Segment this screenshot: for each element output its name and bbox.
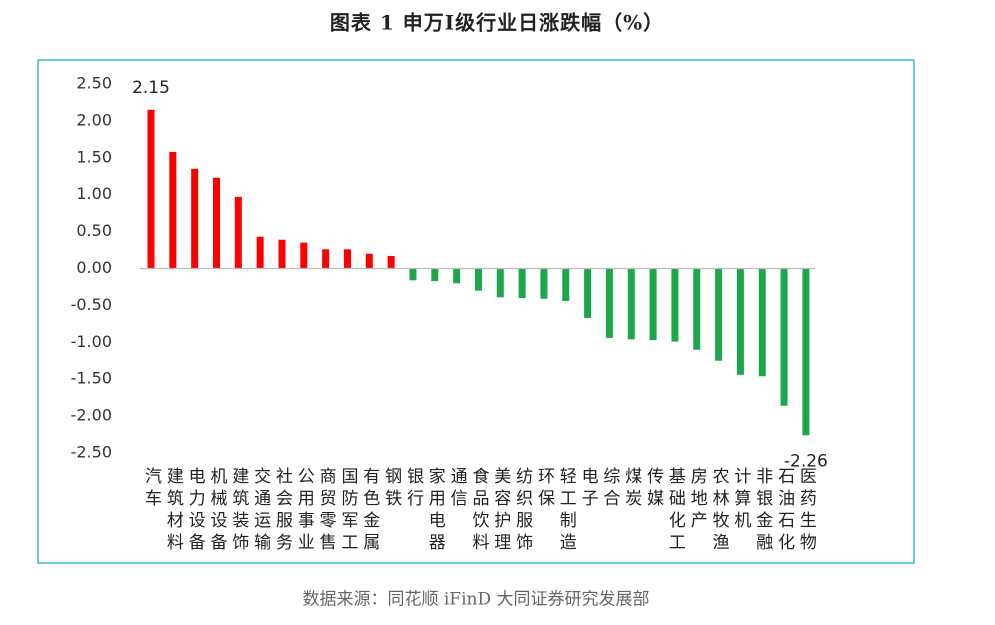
bar	[453, 268, 461, 284]
y-tick-label: 2.50	[76, 74, 112, 93]
x-tick-label: 美容护理	[490, 467, 511, 555]
x-tick-label: 传媒	[643, 467, 664, 511]
bar	[234, 196, 242, 269]
value-label: 2.15	[132, 78, 170, 98]
y-tick-label: 0.00	[76, 258, 112, 277]
bar	[584, 268, 592, 318]
bar	[802, 268, 810, 436]
bar	[518, 268, 526, 299]
bar	[671, 268, 679, 342]
bar	[365, 253, 373, 269]
bar	[605, 268, 613, 338]
x-tick-label: 房地产	[687, 467, 708, 533]
y-tick-label: -1.50	[71, 369, 112, 388]
y-tick-label: 1.00	[76, 184, 112, 203]
bar	[540, 268, 548, 299]
bar	[169, 151, 177, 269]
y-tick-label: -0.50	[71, 295, 112, 314]
bar	[212, 177, 220, 269]
x-tick-label: 建筑装饰	[228, 467, 249, 555]
x-tick-label: 非银金融	[752, 467, 773, 555]
x-tick-label: 煤炭	[621, 467, 642, 511]
y-tick-label: 1.50	[76, 147, 112, 166]
value-label: -2.26	[784, 451, 828, 471]
x-tick-label: 钢铁	[381, 467, 402, 511]
y-tick-label: -1.00	[71, 332, 112, 351]
x-tick-label: 家用电器	[425, 467, 446, 555]
bar	[409, 268, 417, 281]
bar	[715, 268, 723, 361]
x-tick-label: 综合	[599, 467, 620, 511]
y-tick-label: 2.00	[76, 110, 112, 129]
bar	[278, 239, 286, 269]
bar	[758, 268, 766, 377]
x-tick-label: 轻工制造	[556, 467, 577, 555]
x-tick-label: 商贸零售	[316, 467, 337, 555]
source-note: 数据来源：同花顺 iFinD 大同证券研究发展部	[302, 590, 649, 610]
x-tick-label: 基础化工	[665, 467, 686, 555]
bar	[147, 109, 155, 269]
y-tick-label: -2.50	[71, 443, 112, 462]
bar	[322, 249, 330, 269]
x-tick-label: 电力设备	[185, 467, 206, 555]
bar	[343, 249, 351, 269]
chart-title: 图表 1 申万I级行业日涨跌幅（%）	[330, 11, 664, 35]
bar	[780, 268, 788, 406]
x-tick-label: 国防军工	[337, 467, 358, 555]
x-tick-label: 通信	[447, 467, 468, 511]
x-tick-label: 医药生物	[796, 467, 817, 555]
x-tick-label: 交通运输	[250, 467, 271, 555]
x-tick-label: 汽车	[141, 467, 162, 511]
y-tick-label: -2.00	[71, 406, 112, 425]
x-tick-label: 公用事业	[294, 467, 315, 555]
bar	[387, 255, 395, 269]
x-tick-label: 食品饮料	[468, 467, 489, 555]
bar	[496, 268, 504, 298]
x-tick-label: 有色金属	[359, 467, 380, 555]
x-tick-label: 电子	[578, 467, 599, 511]
bar	[693, 268, 701, 350]
y-tick-label: 0.50	[76, 221, 112, 240]
x-tick-label: 建筑材料	[163, 467, 184, 555]
x-tick-label: 计算机	[730, 467, 751, 533]
bar	[474, 268, 482, 291]
x-tick-label: 农林牧渔	[709, 467, 730, 555]
bar	[300, 242, 308, 269]
chart-frame	[37, 59, 915, 564]
bar	[431, 268, 439, 282]
x-tick-label: 环保	[534, 467, 555, 511]
bar	[256, 236, 264, 269]
bar	[649, 268, 657, 341]
x-tick-label: 银行	[403, 467, 424, 511]
bar	[627, 268, 635, 340]
x-tick-label: 纺织服饰	[512, 467, 533, 555]
bar	[562, 268, 570, 301]
x-tick-label: 社会服务	[272, 467, 293, 555]
x-tick-label: 石油石化	[774, 467, 795, 555]
bar	[736, 268, 744, 375]
x-tick-label: 机械设备	[206, 467, 227, 555]
bar	[191, 168, 199, 269]
